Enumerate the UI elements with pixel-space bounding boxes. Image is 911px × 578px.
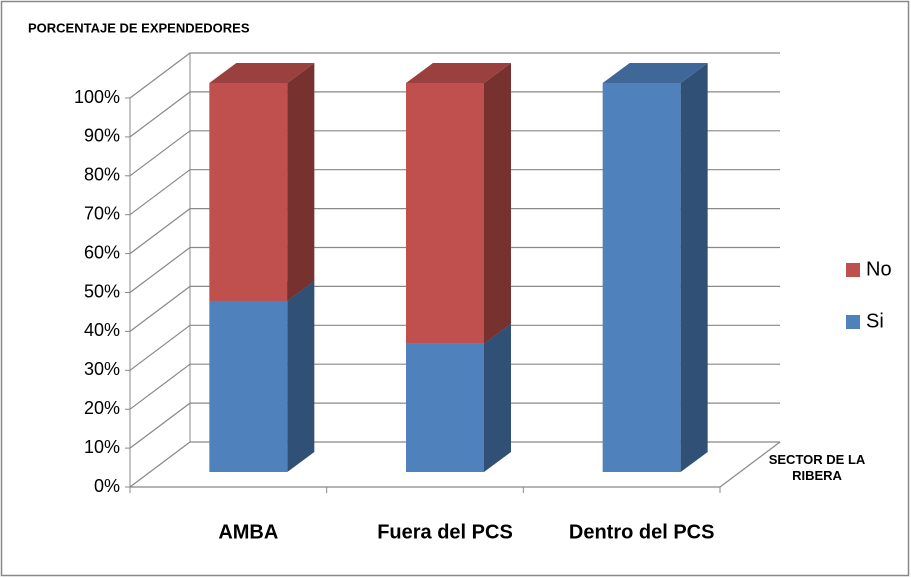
bar [602, 83, 681, 472]
y-tick-label: 0% [94, 476, 120, 496]
grid-line [129, 402, 780, 449]
grid-line [129, 169, 780, 216]
bar-top [406, 63, 511, 83]
grid-line [129, 52, 780, 99]
y-tick-label: 20% [84, 398, 120, 418]
bar-side [287, 280, 315, 472]
x-axis-title: SECTOR DE LA RIBERA [768, 452, 866, 483]
y-tick-label: 90% [84, 126, 120, 146]
grid-line [129, 324, 780, 371]
y-tick-label: 30% [84, 359, 120, 379]
y-tick-label: 70% [84, 203, 120, 223]
grid-line [129, 91, 780, 138]
y-tick-label: 40% [84, 320, 120, 340]
bar [406, 83, 484, 344]
grid-line [129, 441, 780, 488]
legend-swatch [846, 315, 860, 329]
y-tick-label: 60% [84, 242, 120, 262]
y-tick-label: 50% [84, 281, 120, 301]
bar [209, 300, 288, 472]
grid-line [129, 208, 780, 255]
grid-line [129, 285, 780, 332]
grid-line [129, 363, 780, 410]
bar-side [680, 63, 708, 472]
x-tick-label: Fuera del PCS [377, 521, 513, 543]
bar-top [602, 63, 708, 83]
legend-swatch [846, 263, 860, 277]
x-tick-label: AMBA [218, 521, 278, 543]
bar-side [287, 63, 315, 301]
y-tick-label: 10% [84, 437, 120, 457]
y-tick-label: 100% [74, 87, 120, 107]
grid-line [129, 246, 780, 293]
bar [406, 343, 484, 472]
legend-label: Si [866, 310, 884, 332]
bar-top [209, 63, 315, 83]
bar-side [484, 63, 511, 344]
bar-side [484, 323, 511, 472]
bar [209, 83, 288, 301]
grid-line [129, 130, 780, 177]
x-tick-label: Dentro del PCS [569, 521, 715, 543]
legend-label: No [866, 258, 892, 280]
y-axis-title: PORCENTAJE DE EXPENDEDORES [28, 20, 250, 35]
y-tick-label: 80% [84, 165, 120, 185]
